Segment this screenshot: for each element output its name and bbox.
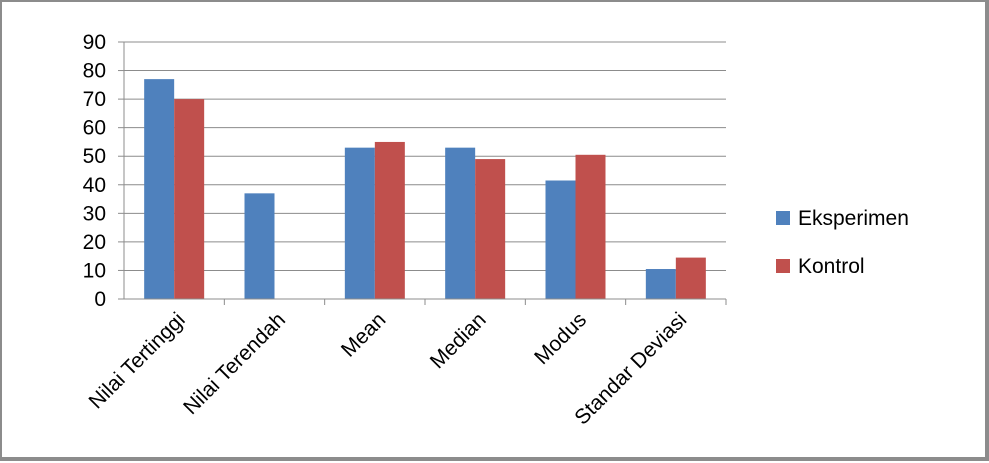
y-tick-label: 10 xyxy=(83,259,106,282)
bar-kontrol-0 xyxy=(174,99,205,299)
bar-eksperimen-4 xyxy=(545,180,576,299)
legend-label-kontrol: Kontrol xyxy=(798,255,865,278)
bars xyxy=(144,79,706,299)
y-tick-label: 30 xyxy=(83,202,106,225)
bar-eksperimen-1 xyxy=(244,193,275,299)
bar-eksperimen-5 xyxy=(645,269,676,299)
y-tick-label: 60 xyxy=(83,117,106,140)
bar-kontrol-2 xyxy=(374,141,405,299)
bar-eksperimen-3 xyxy=(445,147,476,299)
x-tick-label: Mean xyxy=(337,308,390,361)
x-tick-label: Modus xyxy=(530,308,591,369)
y-tick-label: 50 xyxy=(83,145,106,168)
y-tick-label: 20 xyxy=(83,231,106,254)
y-tick-label: 40 xyxy=(83,174,106,197)
y-tick-label: 90 xyxy=(83,31,106,54)
bar-kontrol-3 xyxy=(475,159,506,299)
y-tick-label: 80 xyxy=(83,60,106,83)
y-tick-label: 70 xyxy=(83,88,106,111)
gridlines xyxy=(124,41,726,271)
bar-eksperimen-0 xyxy=(144,79,175,299)
y-tick-label: 0 xyxy=(94,288,106,311)
x-tick-label: Nilai Terendah xyxy=(179,308,290,419)
bar-kontrol-4 xyxy=(575,154,606,299)
legend-swatch-kontrol xyxy=(776,259,790,273)
legend: Eksperimen Kontrol xyxy=(776,207,909,278)
legend-swatch-eksperimen xyxy=(776,211,790,225)
bar-kontrol-5 xyxy=(675,257,706,299)
y-axis: 0 10 20 30 40 50 60 70 80 90 xyxy=(83,31,125,311)
x-tick-label: Median xyxy=(426,308,491,373)
x-tick-label: Nilai Tertinggi xyxy=(85,308,190,413)
legend-label-eksperimen: Eksperimen xyxy=(798,207,909,230)
bar-eksperimen-2 xyxy=(344,147,375,299)
